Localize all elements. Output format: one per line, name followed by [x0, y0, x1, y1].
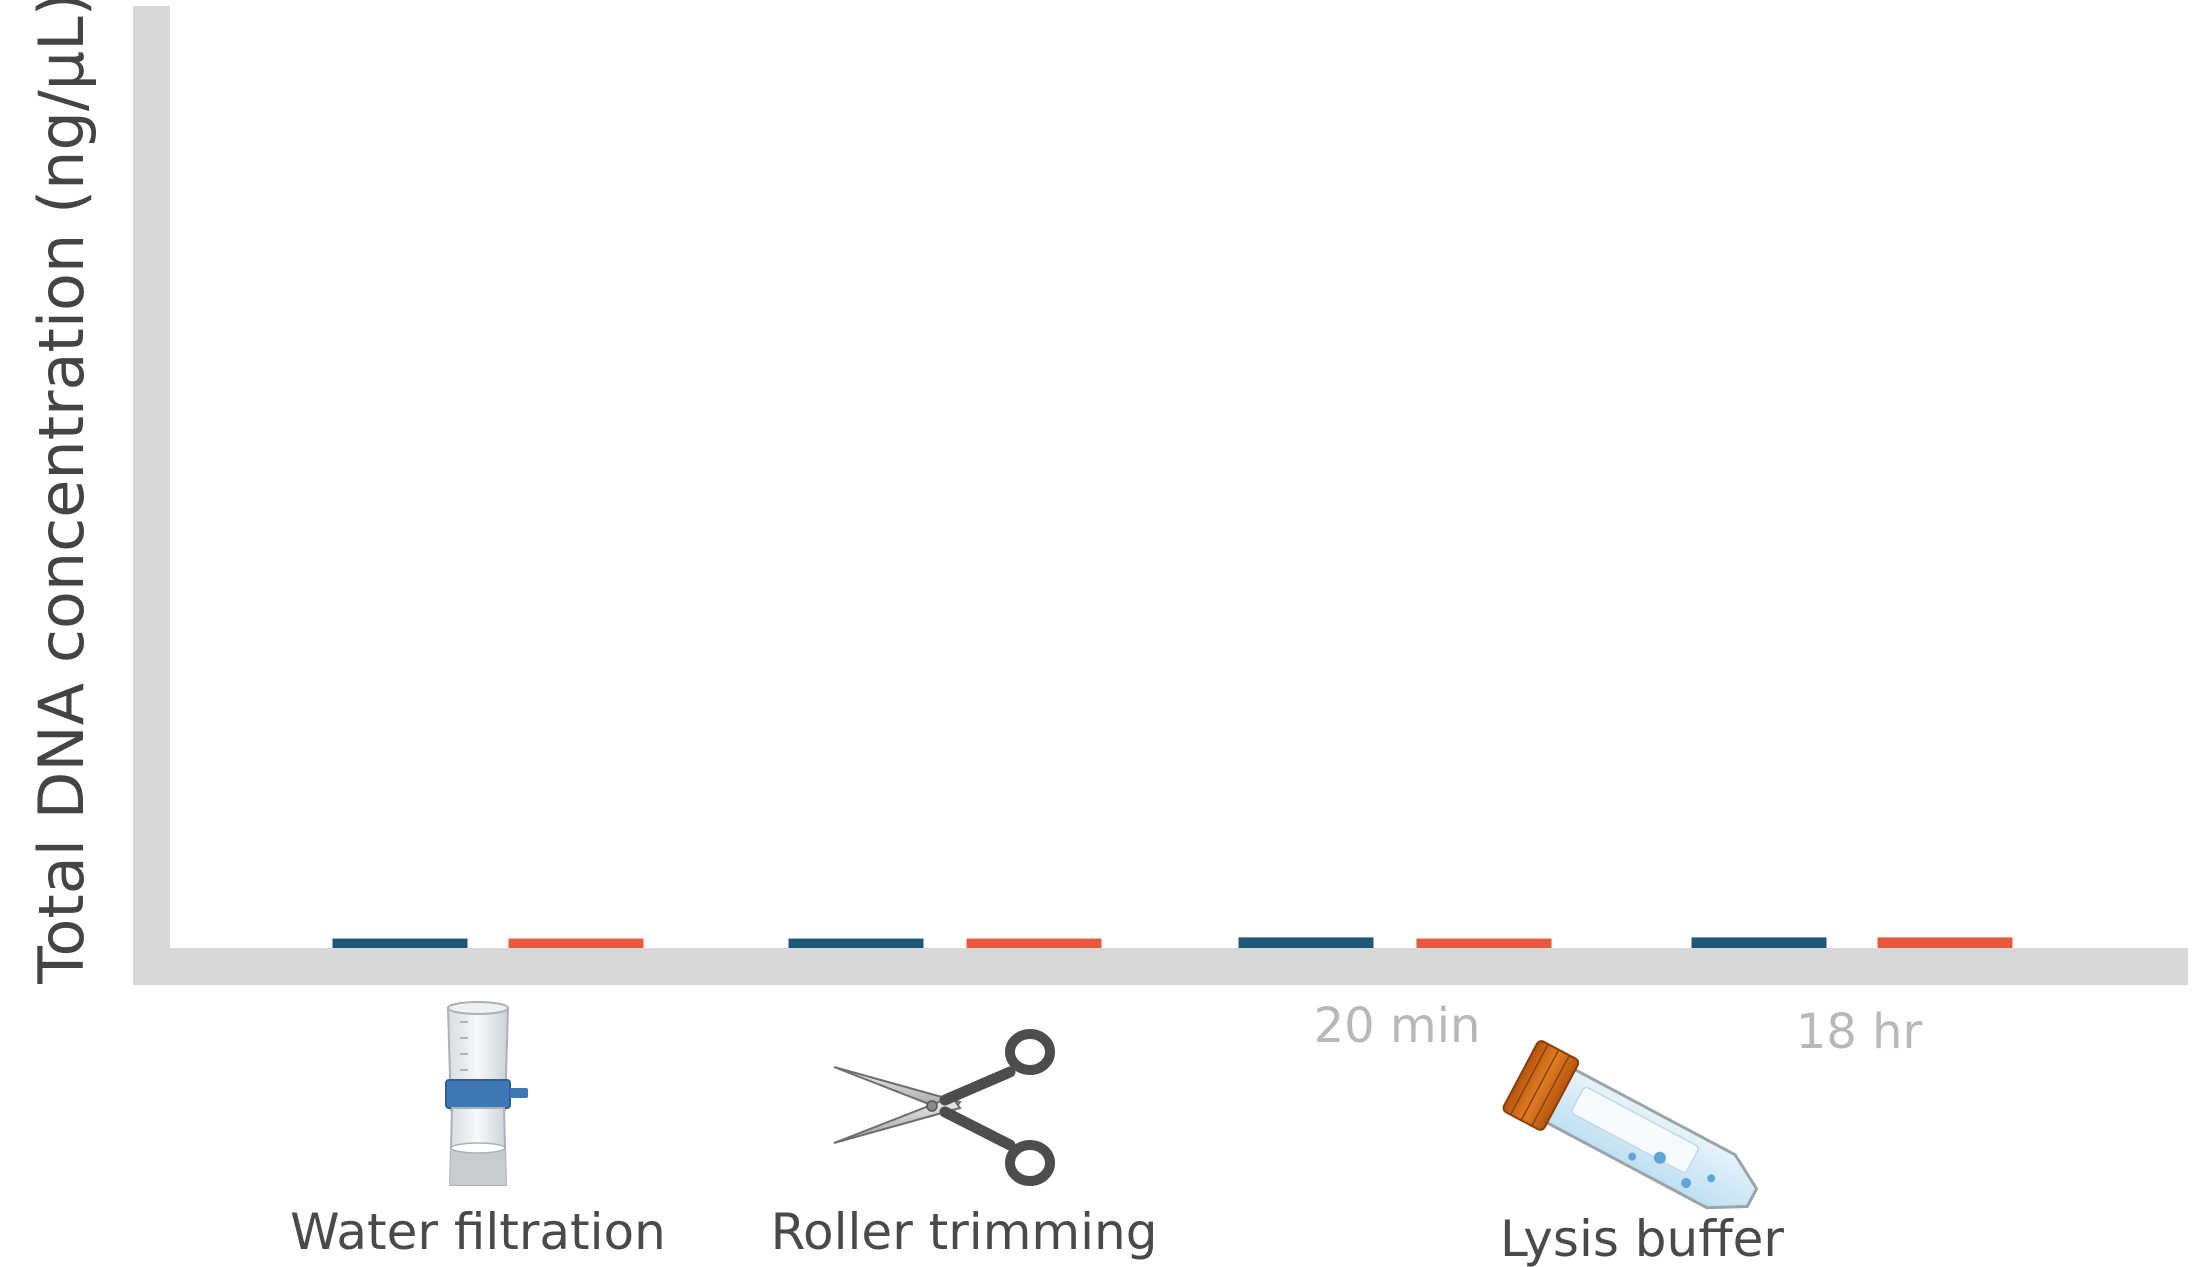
x-axis — [133, 948, 2188, 985]
centrifuge-tube-icon — [1502, 1040, 1759, 1210]
bar-series-2-3 — [1416, 938, 1552, 948]
bar-series-1-4 — [1691, 937, 1827, 948]
scissors-icon — [833, 1029, 1055, 1186]
category-label-lysis-buffer: Lysis buffer — [1500, 1210, 1784, 1267]
bar-group — [332, 937, 2013, 948]
sublabel-18-hr: 18 hr — [1796, 1004, 1923, 1060]
bar-series-1-2 — [788, 938, 924, 948]
bar-series-1-1 — [332, 938, 468, 948]
filter-bottle-icon — [445, 1001, 528, 1186]
category-label-water-filtration: Water filtration — [290, 1203, 666, 1261]
category-label-roller-trimming: Roller trimming — [771, 1203, 1158, 1261]
sublabel-20-min: 20 min — [1314, 998, 1481, 1054]
y-axis — [133, 6, 170, 985]
bar-series-1-3 — [1238, 937, 1374, 948]
bar-series-2-4 — [1877, 937, 2013, 948]
bar-series-2-1 — [508, 938, 644, 948]
y-axis-label: Total DNA concentration (ng/µL) — [25, 0, 98, 985]
bar-series-2-2 — [966, 938, 1102, 948]
